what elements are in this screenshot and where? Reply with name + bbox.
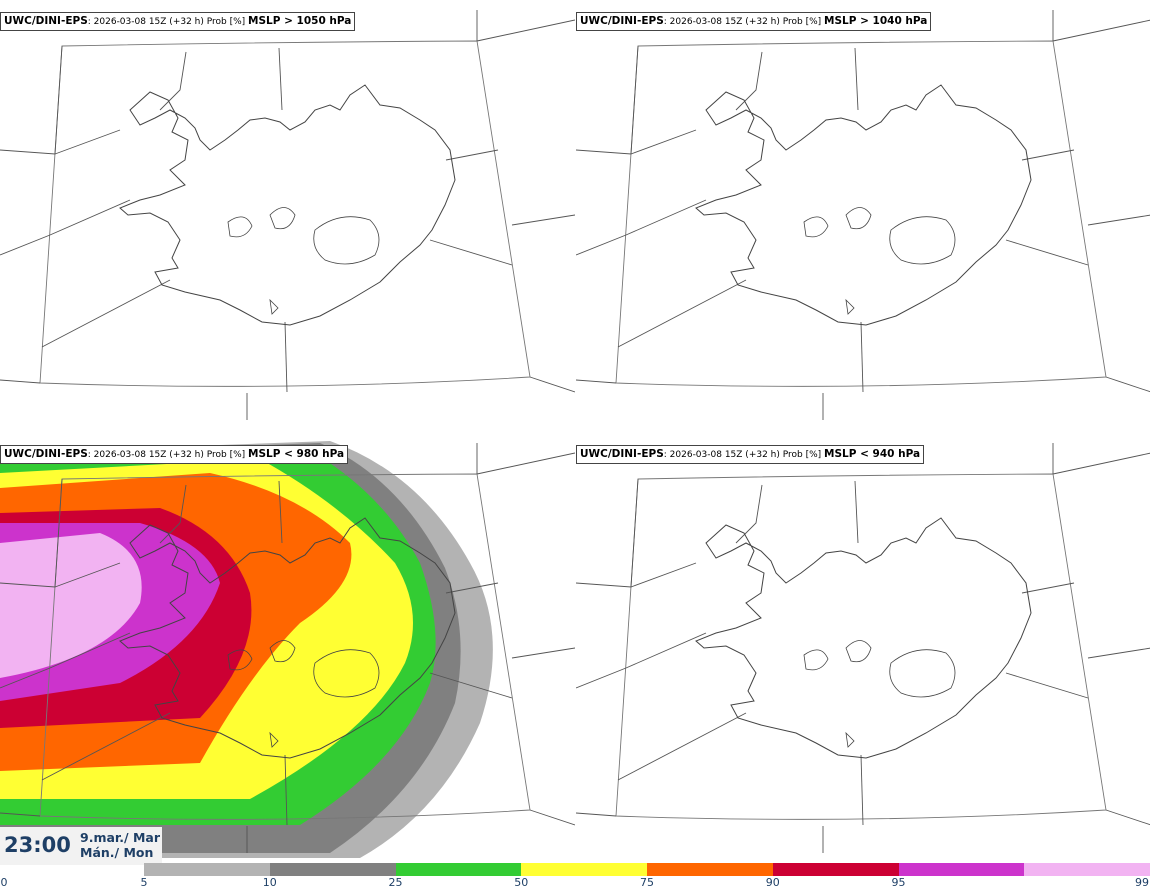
panel-title: UWC/DINI-EPS: 2026-03-08 15Z (+32 h) Pro…: [576, 445, 925, 464]
colorbar-tick-label: 99: [1135, 876, 1149, 889]
colorbar-tick-label: 50: [514, 876, 529, 889]
colorbar-segment: [144, 863, 270, 876]
colorbar-tick-label: 75: [640, 876, 654, 889]
valid-time-clock: 23:00: [4, 833, 71, 857]
map-canvas: [576, 442, 1150, 854]
colorbar-tick-label: 25: [388, 876, 403, 889]
valid-date: 9.mar./ Mar Mán./ Mon: [80, 830, 160, 860]
probability-colorbar: [144, 863, 1150, 876]
probability-field: [0, 441, 493, 858]
map-panel-mslp-gt-1040: UWC/DINI-EPS: 2026-03-08 15Z (+32 h) Pro…: [576, 0, 1150, 432]
panel-title: UWC/DINI-EPS: 2026-03-08 15Z (+32 h) Pro…: [0, 12, 356, 31]
colorbar-segment: [772, 863, 899, 876]
colorbar-segment: [521, 863, 647, 876]
panel-title: UWC/DINI-EPS: 2026-03-08 15Z (+32 h) Pro…: [0, 445, 349, 464]
panel-title: UWC/DINI-EPS: 2026-03-08 15Z (+32 h) Pro…: [576, 12, 932, 31]
valid-time-box: 23:00 9.mar./ Mar Mán./ Mon: [0, 827, 162, 865]
map-canvas: [0, 441, 575, 858]
map-panel-mslp-lt-980: UWC/DINI-EPS: 2026-03-08 15Z (+32 h) Pro…: [0, 433, 575, 865]
colorbar-tick-label: 0: [0, 876, 8, 889]
colorbar-tick-label: 10: [262, 876, 277, 889]
colorbar-segment: [898, 863, 1025, 876]
colorbar-tick-label: 95: [891, 876, 906, 889]
colorbar-tick-label: 5: [140, 876, 148, 889]
colorbar-segment: [395, 863, 522, 876]
map-panel-mslp-gt-1050: UWC/DINI-EPS: 2026-03-08 15Z (+32 h) Pro…: [0, 0, 575, 432]
map-canvas: [0, 9, 575, 421]
colorbar-segment: [269, 863, 396, 876]
colorbar-segment: [647, 863, 773, 876]
colorbar-segment: [1024, 863, 1150, 876]
map-panel-mslp-lt-940: UWC/DINI-EPS: 2026-03-08 15Z (+32 h) Pro…: [576, 433, 1150, 865]
map-canvas: [576, 9, 1150, 421]
colorbar-tick-label: 90: [765, 876, 780, 889]
